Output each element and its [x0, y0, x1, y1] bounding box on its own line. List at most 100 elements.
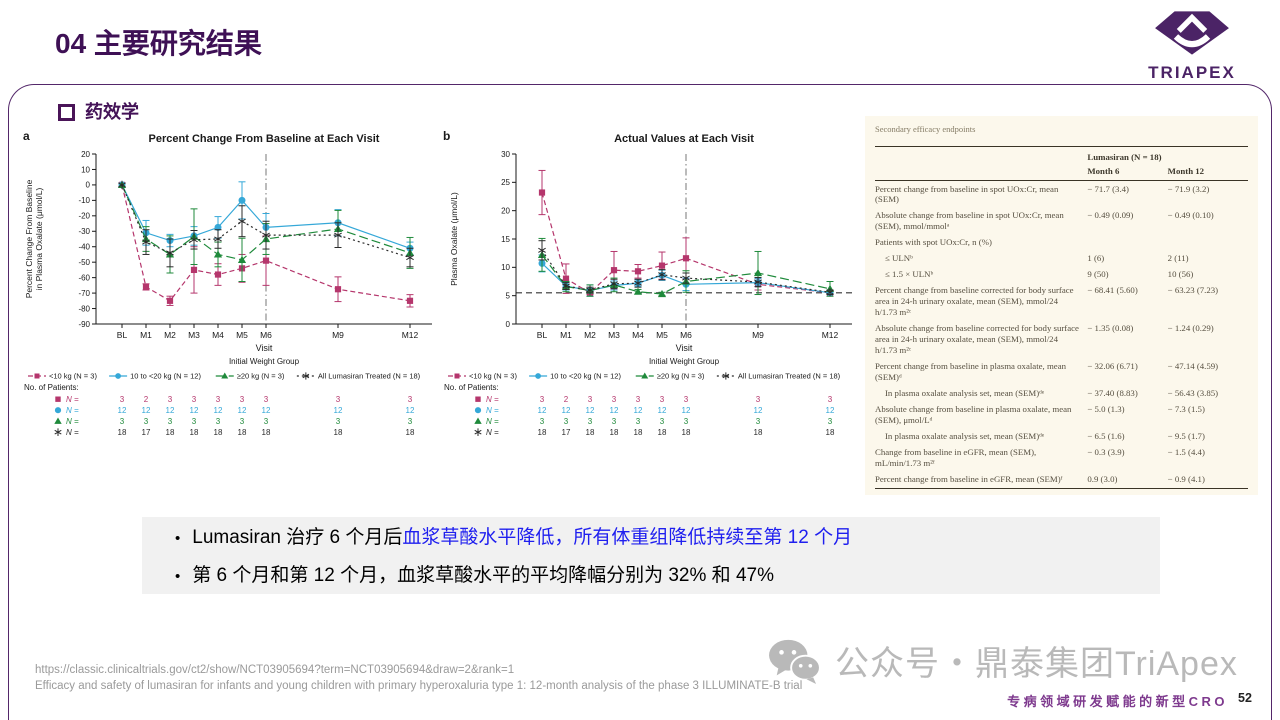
key-findings-box: • Lumasiran 治疗 6 个月后血浆草酸水平降低，所有体重组降低持续至第 … — [142, 517, 1160, 594]
svg-text:a: a — [23, 129, 30, 143]
svg-text:10 to <20 kg (N = 12): 10 to <20 kg (N = 12) — [550, 372, 621, 381]
svg-text:<10 kg (N = 3): <10 kg (N = 3) — [49, 372, 97, 381]
legend-item: 10 to <20 kg (N = 12) — [529, 372, 621, 381]
svg-text:12: 12 — [826, 406, 835, 415]
svg-text:18: 18 — [682, 428, 691, 437]
triapex-logo: TRIAPEX — [1140, 10, 1244, 83]
company-slogan: 专病领域研发赋能的新型CRO — [1007, 694, 1228, 709]
svg-text:M12: M12 — [402, 330, 419, 340]
svg-text:3: 3 — [660, 395, 665, 404]
svg-text:-20: -20 — [78, 212, 90, 221]
svg-text:BL: BL — [117, 330, 128, 340]
table-row: Patients with spot UOx:Cr, n (%) — [875, 237, 992, 248]
svg-text:3: 3 — [564, 417, 569, 426]
svg-text:12: 12 — [658, 406, 667, 415]
table-row: ≤ ULNᵇ 1 (6) 2 (11) — [885, 253, 1189, 264]
svg-text:3: 3 — [336, 417, 341, 426]
svg-text:2: 2 — [564, 395, 569, 404]
svg-text:N =: N = — [486, 406, 499, 415]
table-row: Percent change from baseline in eGFR, me… — [875, 474, 1205, 485]
svg-text:M5: M5 — [656, 330, 668, 340]
wechat-icon — [769, 639, 821, 684]
svg-text:M2: M2 — [584, 330, 596, 340]
svg-text:3: 3 — [540, 417, 545, 426]
svg-text:M6: M6 — [260, 330, 272, 340]
legend-item: <10 kg (N = 3) — [28, 372, 97, 381]
table-row: Percent change from baseline corrected f… — [875, 285, 1219, 318]
svg-text:12: 12 — [166, 406, 175, 415]
svg-text:N =: N = — [66, 395, 79, 404]
section-label: 药效学 — [85, 102, 139, 122]
svg-text:3: 3 — [408, 417, 413, 426]
svg-text:5: 5 — [506, 291, 511, 300]
table-row: In plasma oxalate analysis set, mean (SE… — [885, 431, 1205, 442]
logo-wordmark: TRIAPEX — [1148, 63, 1236, 82]
svg-text:10: 10 — [501, 263, 510, 272]
svg-text:3: 3 — [408, 395, 413, 404]
series-star — [118, 180, 414, 268]
svg-text:2: 2 — [144, 395, 149, 404]
svg-text:N =: N = — [486, 395, 499, 404]
svg-text:No. of Patients:: No. of Patients: — [444, 383, 499, 392]
legend-item: 10 to <20 kg (N = 12) — [109, 372, 201, 381]
svg-text:12: 12 — [142, 406, 151, 415]
svg-text:-80: -80 — [78, 304, 90, 313]
table-row: Absolute change from baseline in spot UO… — [875, 210, 1214, 232]
svg-text:M3: M3 — [608, 330, 620, 340]
svg-text:3: 3 — [336, 395, 341, 404]
content-panel — [8, 84, 1272, 720]
svg-text:3: 3 — [240, 395, 245, 404]
svg-text:3: 3 — [192, 395, 197, 404]
svg-text:12: 12 — [682, 406, 691, 415]
svg-text:≥20 kg (N = 3): ≥20 kg (N = 3) — [657, 372, 705, 381]
svg-text:BL: BL — [537, 330, 548, 340]
svg-text:18: 18 — [658, 428, 667, 437]
svg-text:Visit: Visit — [676, 343, 693, 353]
svg-text:12: 12 — [754, 406, 763, 415]
bullet-list: • Lumasiran 治疗 6 个月后血浆草酸水平降低，所有体重组降低持续至第 … — [175, 519, 1150, 595]
column-header-month6: Month 6 — [1087, 164, 1168, 181]
svg-text:-40: -40 — [78, 243, 90, 252]
bullet-item: • Lumasiran 治疗 6 个月后血浆草酸水平降低，所有体重组降低持续至第 … — [175, 527, 853, 548]
svg-text:18: 18 — [538, 428, 547, 437]
svg-text:N =: N = — [486, 428, 499, 437]
svg-text:M3: M3 — [188, 330, 200, 340]
svg-text:3: 3 — [216, 417, 221, 426]
svg-text:10 to <20 kg (N = 12): 10 to <20 kg (N = 12) — [130, 372, 201, 381]
svg-text:-50: -50 — [78, 258, 90, 267]
svg-text:3: 3 — [828, 417, 833, 426]
svg-text:N =: N = — [66, 406, 79, 415]
svg-text:M9: M9 — [332, 330, 344, 340]
svg-text:3: 3 — [828, 395, 833, 404]
svg-text:-90: -90 — [78, 320, 90, 329]
section-square-icon — [58, 103, 75, 121]
table-caption: Secondary efficacy endpoints — [875, 124, 976, 134]
svg-text:3: 3 — [192, 417, 197, 426]
svg-text:3: 3 — [264, 417, 269, 426]
svg-text:b: b — [443, 129, 450, 143]
svg-text:12: 12 — [238, 406, 247, 415]
svg-text:20: 20 — [81, 150, 90, 159]
svg-text:<10 kg (N = 3): <10 kg (N = 3) — [469, 372, 517, 381]
svg-text:20: 20 — [501, 206, 510, 215]
reference-citation: Efficacy and safety of lumasiran for inf… — [35, 680, 803, 692]
svg-text:0: 0 — [506, 320, 511, 329]
svg-text:30: 30 — [501, 150, 510, 159]
svg-text:18: 18 — [586, 428, 595, 437]
table-row: Change from baseline in eGFR, mean (SEM)… — [875, 447, 1205, 469]
svg-text:Visit: Visit — [256, 343, 273, 353]
svg-text:M9: M9 — [752, 330, 764, 340]
svg-text:M12: M12 — [822, 330, 839, 340]
svg-text:18: 18 — [334, 428, 343, 437]
table-row: Percent change from baseline in plasma o… — [875, 361, 1219, 383]
svg-text:12: 12 — [334, 406, 343, 415]
svg-text:3: 3 — [636, 417, 641, 426]
table-column-header-row: Month 6 Month 12 — [875, 164, 1248, 181]
svg-text:3: 3 — [756, 417, 761, 426]
svg-text:N =: N = — [66, 428, 79, 437]
svg-text:25: 25 — [501, 178, 510, 187]
svg-text:3: 3 — [216, 395, 221, 404]
svg-text:M1: M1 — [560, 330, 572, 340]
svg-text:3: 3 — [240, 417, 245, 426]
